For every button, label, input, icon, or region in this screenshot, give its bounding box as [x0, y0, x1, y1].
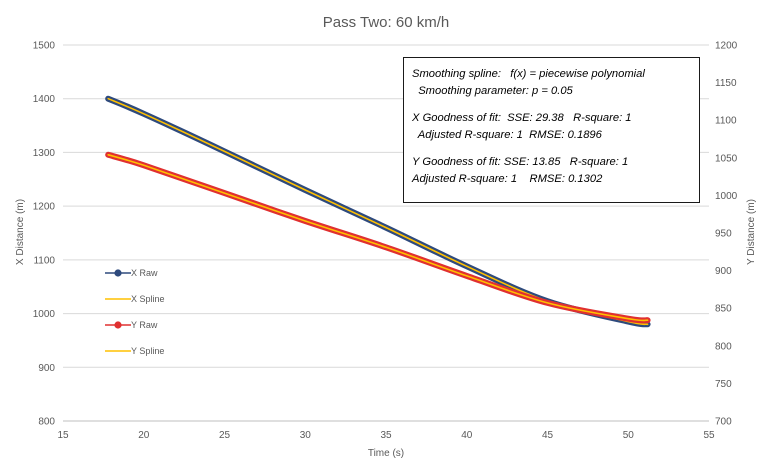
- annotation-line: Y Goodness of fit: SSE: 13.85 R-square: …: [412, 156, 629, 168]
- annotation-line: Adjusted R-square: 1 RMSE: 0.1302: [412, 172, 603, 185]
- y2-tick-label: 1000: [715, 191, 738, 202]
- x-tick-label: 15: [57, 430, 69, 441]
- y2-tick-label: 800: [715, 341, 732, 352]
- y-tick-label: 1200: [33, 202, 56, 213]
- series-group: [105, 95, 651, 328]
- fit-annotation-box: Smoothing spline: f(x) = piecewise polyn…: [403, 57, 700, 203]
- x-tick-label: 50: [623, 430, 635, 441]
- x-tick-label: 40: [461, 430, 473, 441]
- y-tick-label: 1500: [33, 41, 56, 52]
- chart-title: Pass Two: 60 km/h: [323, 14, 449, 31]
- x-tick-label: 35: [380, 430, 392, 441]
- y2-tick-label: 900: [715, 266, 732, 277]
- legend-label: X Spline: [131, 294, 165, 304]
- y2-tick-label: 1150: [715, 78, 737, 89]
- legend-label: Y Raw: [131, 320, 158, 330]
- legend-marker: [114, 269, 122, 277]
- y-tick-label: 800: [38, 417, 55, 428]
- y-tick-label: 1000: [33, 309, 56, 320]
- y-axis-label-right: Y Distance (m): [746, 199, 757, 265]
- y-tick-label: 1100: [33, 255, 55, 266]
- annotation-line: Smoothing parameter: p = 0.05: [412, 84, 573, 97]
- x-axis-label: Time (s): [368, 448, 404, 459]
- axes: 800 900 1000 1100 1200 1300 1400 1500 700 750 800 8…: [33, 41, 738, 442]
- annotation-line: Smoothing spline: f(x) = piecewise polyn…: [412, 68, 645, 80]
- y-axis-label-left: X Distance (m): [15, 199, 26, 265]
- y2-tick-label: 850: [715, 304, 732, 315]
- series-line-y-spline: [107, 154, 649, 322]
- x-tick-label: 55: [703, 430, 715, 441]
- x-tick-label: 25: [219, 430, 231, 441]
- legend-marker: [114, 321, 122, 329]
- y2-tick-label: 1100: [715, 116, 737, 127]
- x-tick-label: 45: [542, 430, 554, 441]
- y2-tick-label: 1050: [715, 153, 738, 164]
- y2-tick-label: 750: [715, 379, 732, 390]
- y-tick-label: 1300: [33, 148, 56, 159]
- annotation-line: Adjusted R-square: 1 RMSE: 0.1896: [412, 128, 602, 141]
- legend-label: X Raw: [131, 268, 158, 278]
- annotation-line: X Goodness of fit: SSE: 29.38 R-square: …: [412, 112, 632, 124]
- legend: X Raw X Spline Y Raw Y Spline: [105, 268, 165, 356]
- x-tick-label: 30: [300, 430, 312, 441]
- y2-tick-label: 700: [715, 417, 732, 428]
- y-tick-label: 900: [38, 363, 55, 374]
- y-tick-label: 1400: [33, 94, 56, 105]
- y2-tick-label: 950: [715, 229, 732, 240]
- y2-tick-label: 1200: [715, 41, 738, 52]
- legend-label: Y Spline: [131, 346, 164, 356]
- x-tick-label: 20: [138, 430, 150, 441]
